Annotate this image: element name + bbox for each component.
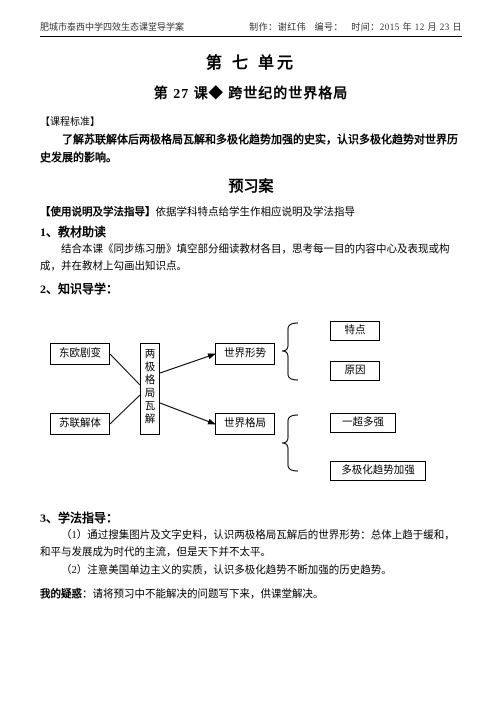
diagram-node: 一超多强 bbox=[330, 413, 396, 433]
standard-label: 【课程标准】 bbox=[40, 113, 462, 128]
page-header: 肥城市泰西中学四效生态课堂导学案 制作：谢红伟 编号： 时间：2015 年 12… bbox=[40, 20, 462, 37]
diagram-node: 多极化趋势加强 bbox=[330, 461, 426, 481]
standard-body: 了解苏联解体后两极格局瓦解和多极化趋势加强的史实，认识多极化趋势对世界历史发展的… bbox=[40, 132, 462, 167]
diagram-node: 特点 bbox=[330, 321, 380, 341]
diagram-node: 世界形势 bbox=[215, 343, 275, 365]
s2-heading: 2、知识导学： bbox=[40, 280, 462, 297]
s3-item2: （2）注意美国单边主义的实质，认识多极化趋势不断加强的历史趋势。 bbox=[40, 563, 462, 580]
knowledge-diagram: 东欧剧变苏联解体 两极格局瓦解 世界形势世界格局 特点原因一超多强多极化趋势加强 bbox=[40, 303, 460, 503]
doubt-label: 我的疑惑 bbox=[40, 589, 82, 600]
preview-title: 预习案 bbox=[40, 175, 462, 196]
header-meta: 制作：谢红伟 编号： 时间：2015 年 12 月 23 日 bbox=[184, 20, 462, 33]
diagram-node: 两极格局瓦解 bbox=[140, 343, 160, 435]
s1-heading: 1、教材助读 bbox=[40, 223, 462, 240]
lesson-title: 第 27 课◆ 跨世纪的世界格局 bbox=[40, 83, 462, 103]
diagram-node: 苏联解体 bbox=[50, 413, 110, 435]
s3-item1: （1）通过搜集图片及文字史料，认识两极格局瓦解后的世界形势：总体上趋于缓和，和平… bbox=[40, 528, 462, 562]
unit-title: 第 七 单元 bbox=[40, 49, 462, 73]
s1-body: 结合本课《同步练习册》填空部分细读教材各目，思考每一目的内容中心及表现或构成，并… bbox=[40, 242, 462, 276]
diagram-node: 世界格局 bbox=[215, 413, 275, 435]
guide-line: 【使用说明及学法指导】依据学科特点给学生作相应说明及学法指导 bbox=[40, 204, 462, 219]
diagram-node: 原因 bbox=[330, 361, 380, 381]
doubt-line: 我的疑惑：请将预习中不能解决的问题写下来，供课堂解决。 bbox=[40, 586, 462, 601]
header-school: 肥城市泰西中学四效生态课堂导学案 bbox=[40, 20, 184, 33]
doubt-text: ：请将预习中不能解决的问题写下来，供课堂解决。 bbox=[82, 589, 324, 600]
guide-label: 【使用说明及学法指导】 bbox=[40, 207, 156, 218]
s3-heading: 3、学法指导： bbox=[40, 509, 462, 526]
guide-text: 依据学科特点给学生作相应说明及学法指导 bbox=[156, 207, 356, 218]
diagram-node: 东欧剧变 bbox=[50, 343, 110, 365]
